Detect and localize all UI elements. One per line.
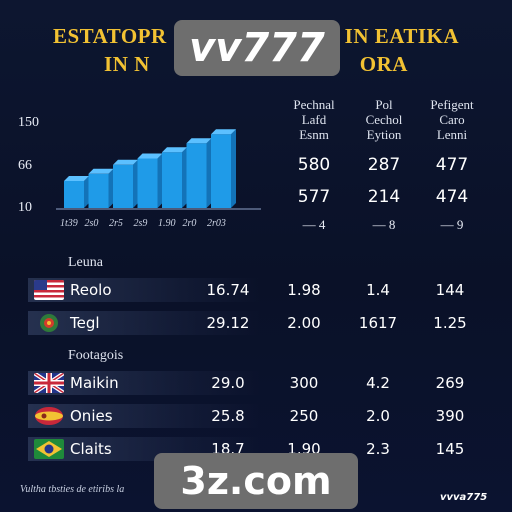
column-header-1: Pol Cechol Eytion [348,97,420,142]
summary-table: Pechnal Lafd Esnm 580 577 — 4 Pol Cechol Eytion 2… [268,97,498,237]
bar-chart: 150 66 10 1t39 2s0 2r5 2s9 1.90 2r0 2r03 [18,110,263,240]
footer-brand: vvva775 [440,492,488,503]
us-flag-icon [34,280,64,300]
row-value-c3: 145 [435,440,465,458]
spain-flag-icon [34,406,64,426]
column-2-v3: — 9 [440,217,464,232]
row-band [28,371,260,395]
row-band [28,311,260,335]
column-header-0: Pechnal Lafd Esnm [278,97,350,142]
x-tick-5: 2r0 [182,218,197,229]
section1-label: Leuna [68,255,103,270]
column-header-1-head3: Eytion [366,127,402,142]
uk-flag-icon [34,373,64,393]
row-value-c3: 144 [435,281,465,299]
footer-text: Vultha tbsties de etiribs la [20,484,125,495]
column-2-v2: 474 [435,187,469,207]
bar-3 [137,153,163,208]
row-value-c1: 2.00 [287,314,321,332]
row-value-c2: 2.3 [366,440,390,458]
column-header-0-head2: Lafd [301,112,327,127]
x-tick-4: 1.90 [158,218,176,229]
title-line-1: ESTATOPR IN EATIKA [0,24,512,49]
row-value-c1: 1.98 [287,281,321,299]
title-part-a: ESTATOPR [52,24,167,48]
row-value-c3: 269 [435,374,465,392]
bar-6 [211,129,236,208]
column-header-2: Pefigent Caro Lenni [416,97,488,142]
bar-4 [162,147,187,208]
y-tick-mid: 66 [18,158,32,173]
column-1-v1: 287 [367,155,401,175]
x-tick-0: 1t39 [60,218,78,229]
title-part-d: ORA [359,52,408,76]
column-header-1-head2: Cechol [365,112,403,127]
column-header-1-head1: Pol [375,97,393,112]
column-header-0-head3: Esnm [299,127,329,142]
watermark-top: vv777 [174,20,340,76]
brazil-flag-icon [34,439,64,459]
title-part-c: IN N [104,52,150,76]
column-2-v1: 477 [435,155,469,175]
section2-label: Footagois [68,348,124,363]
x-tick-1: 2s0 [84,218,99,229]
column-0-v1: 580 [297,155,331,175]
x-tick-6: 2r03 [207,218,226,229]
row-name: Onies [70,407,113,425]
y-tick-bottom: 10 [18,200,32,215]
x-tick-2: 2r5 [109,218,123,229]
bar-2 [113,159,138,208]
row-value-c1: 300 [289,374,319,392]
row-value-c0: 25.8 [211,407,245,425]
x-tick-3: 2s9 [133,218,148,229]
row-value-c3: 390 [435,407,465,425]
row-value-c0: 29.0 [211,374,245,392]
bar-5 [186,138,212,208]
row-name: Maikin [70,374,119,392]
crest-flag-icon [34,313,64,333]
watermark-bottom: 3z.com [154,453,358,509]
x-tick-row: 1t39 2s0 2r5 2s9 1.90 2r0 2r03 [58,218,258,232]
column-header-0-head1: Pechnal [293,97,335,112]
title-part-b: IN EATIKA [344,24,460,48]
y-tick-top: 150 [18,115,39,130]
column-header-2-head2: Caro [439,112,465,127]
column-0-v3: — 4 [302,217,326,232]
bar-chart-canvas [56,129,261,210]
bar-1 [88,168,114,208]
row-name: Reolo [70,281,112,299]
row-band [28,404,260,428]
row-name: Claits [70,440,112,458]
row-band [28,278,260,302]
row-value-c2: 1617 [358,314,398,332]
column-header-2-head1: Pefigent [430,97,474,112]
row-value-c2: 2.0 [366,407,390,425]
row-value-c2: 4.2 [366,374,390,392]
row-value-c1: 250 [289,407,319,425]
title-line-2: IN N ORA [0,52,512,77]
column-1-v3: — 8 [372,217,396,232]
row-value-c3: 1.25 [433,314,467,332]
column-1-v2: 214 [367,187,401,207]
bar-0 [64,176,89,208]
column-header-2-head3: Lenni [436,127,468,142]
column-0-v2: 577 [297,187,331,207]
row-name: Tegl [70,314,100,332]
row-value-c0: 16.74 [206,281,250,299]
row-value-c2: 1.4 [366,281,390,299]
row-value-c0: 29.12 [206,314,250,332]
